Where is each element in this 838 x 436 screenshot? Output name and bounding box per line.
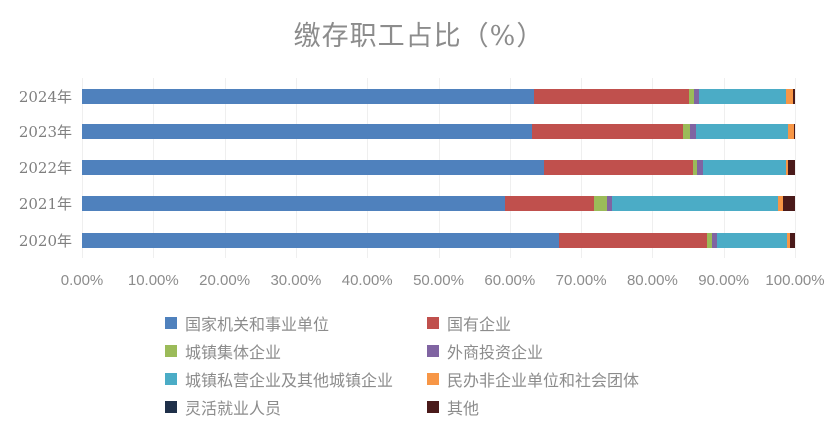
legend-item: 其他 bbox=[427, 395, 479, 419]
bar-segment bbox=[699, 89, 787, 104]
bar-segment bbox=[694, 89, 700, 104]
bar-segment bbox=[787, 233, 790, 248]
legend-label: 城镇集体企业 bbox=[185, 343, 282, 362]
legend-swatch-icon bbox=[427, 345, 439, 357]
legend-item: 城镇集体企业 bbox=[165, 339, 281, 363]
bar-segment bbox=[558, 233, 708, 248]
legend-label: 其他 bbox=[447, 399, 480, 418]
x-axis-ticks: 0.00% 10.00% 20.00% 30.00% 40.00% 50.00% 60.00… bbox=[0, 272, 838, 292]
legend-swatch-icon bbox=[427, 401, 439, 413]
bar-row bbox=[82, 160, 795, 175]
bar-segment bbox=[82, 89, 535, 104]
bar-segment bbox=[793, 124, 795, 139]
x-axis-tick: 100.00% bbox=[765, 272, 825, 289]
bar-segment bbox=[531, 124, 684, 139]
bar-segment bbox=[683, 124, 691, 139]
bar-segment bbox=[703, 160, 786, 175]
legend-swatch-icon bbox=[427, 317, 439, 329]
bar-segment bbox=[789, 233, 795, 248]
y-axis-label: 2020年 bbox=[18, 232, 72, 250]
bar-segment bbox=[777, 196, 783, 211]
legend-swatch-icon bbox=[427, 373, 439, 385]
bar-segment bbox=[787, 160, 795, 175]
gridline bbox=[795, 78, 796, 258]
y-axis-label: 2024年 bbox=[18, 88, 72, 106]
legend-swatch-icon bbox=[165, 345, 177, 357]
legend-item: 城镇私营企业及其他城镇企业 bbox=[165, 367, 393, 391]
y-axis-label: 2022年 bbox=[18, 159, 72, 177]
bar-segment bbox=[785, 160, 788, 175]
bar-segment bbox=[82, 233, 559, 248]
bar-segment bbox=[786, 89, 793, 104]
y-axis-label: 2021年 bbox=[18, 195, 72, 213]
bar-segment bbox=[695, 124, 788, 139]
bar-segment bbox=[544, 160, 694, 175]
bar-row bbox=[82, 233, 795, 248]
bar-segment bbox=[611, 196, 778, 211]
legend-item: 国家机关和事业单位 bbox=[165, 311, 329, 335]
x-axis-tick: 80.00% bbox=[626, 272, 678, 289]
bar-segment bbox=[787, 124, 794, 139]
x-axis-tick: 20.00% bbox=[199, 272, 251, 289]
bar-segment bbox=[534, 89, 689, 104]
bar-segment bbox=[606, 196, 612, 211]
bar-segment bbox=[504, 196, 594, 211]
bar-segment bbox=[82, 124, 532, 139]
x-axis-tick: 0.00% bbox=[60, 272, 104, 289]
bar-segment bbox=[711, 233, 718, 248]
bar-row bbox=[82, 124, 795, 139]
x-axis-tick: 10.00% bbox=[127, 272, 179, 289]
x-axis-tick: 70.00% bbox=[555, 272, 607, 289]
legend-label: 国有企业 bbox=[447, 315, 512, 334]
legend-swatch-icon bbox=[165, 401, 177, 413]
bar-segment bbox=[693, 160, 698, 175]
chart-title: 缴存职工占比（%） bbox=[293, 21, 545, 52]
legend-label: 国家机关和事业单位 bbox=[185, 315, 330, 334]
plot-area bbox=[82, 78, 796, 258]
bar-segment bbox=[688, 89, 695, 104]
legend-swatch-icon bbox=[165, 373, 177, 385]
bar-row bbox=[82, 196, 795, 211]
legend-label: 城镇私营企业及其他城镇企业 bbox=[185, 371, 394, 390]
bar-segment bbox=[593, 196, 607, 211]
legend-item: 民办非企业单位和社会团体 bbox=[427, 367, 639, 391]
legend-label: 外商投资企业 bbox=[447, 343, 544, 362]
bar-segment bbox=[792, 89, 795, 104]
bar-segment bbox=[82, 160, 545, 175]
x-axis-tick: 90.00% bbox=[698, 272, 750, 289]
legend-item: 灵活就业人员 bbox=[165, 395, 281, 419]
bar-segment bbox=[782, 196, 795, 211]
legend-item: 外商投资企业 bbox=[427, 339, 543, 363]
y-axis-label: 2023年 bbox=[18, 123, 72, 141]
x-axis-tick: 60.00% bbox=[484, 272, 536, 289]
legend-item: 国有企业 bbox=[427, 311, 511, 335]
legend-label: 民办非企业单位和社会团体 bbox=[447, 371, 640, 390]
bar-row bbox=[82, 89, 795, 104]
legend-swatch-icon bbox=[165, 317, 177, 329]
x-axis-tick: 50.00% bbox=[413, 272, 464, 289]
bar-segment bbox=[697, 160, 703, 175]
bar-segment bbox=[82, 196, 505, 211]
bar-segment bbox=[707, 233, 712, 248]
bar-segment bbox=[717, 233, 788, 248]
x-axis-tick: 40.00% bbox=[341, 272, 393, 289]
legend-label: 灵活就业人员 bbox=[185, 399, 282, 418]
bar-segment bbox=[690, 124, 696, 139]
x-axis-tick: 30.00% bbox=[270, 272, 322, 289]
